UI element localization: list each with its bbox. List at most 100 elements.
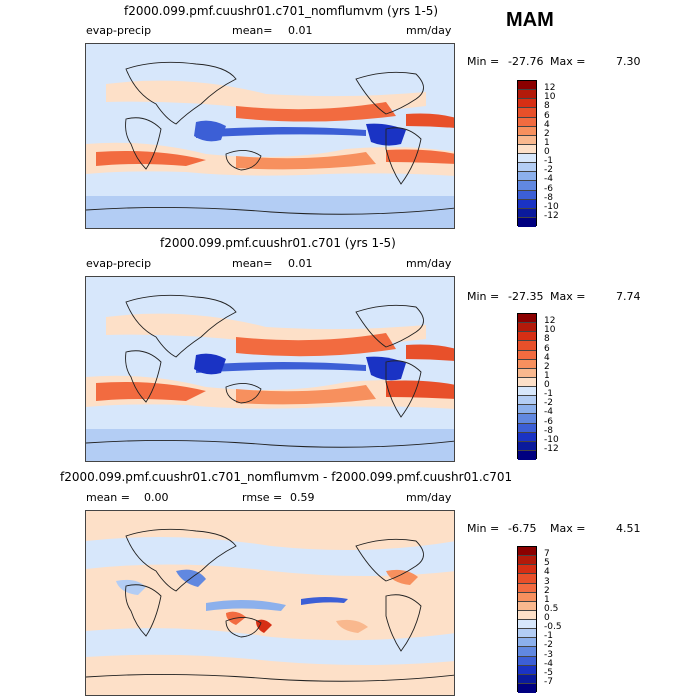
colorbar-swatch bbox=[518, 432, 536, 442]
colorbar-swatch bbox=[518, 377, 536, 387]
colorbar-tick-label: -3 bbox=[544, 649, 553, 660]
colorbar-tick-label: -4 bbox=[544, 174, 553, 185]
panel3-colorbar bbox=[517, 546, 537, 693]
colorbar-tick-label: 2 bbox=[544, 128, 550, 139]
panel1-colorbar bbox=[517, 80, 537, 227]
colorbar-tick-label: 3 bbox=[544, 576, 550, 587]
panel2-colorbar bbox=[517, 313, 537, 460]
panel3-min-value: -6.75 bbox=[508, 522, 537, 535]
panel1-max-label: Max = bbox=[550, 55, 586, 68]
colorbar-swatch bbox=[518, 683, 536, 693]
colorbar-swatch bbox=[518, 99, 536, 109]
panel1-units: mm/day bbox=[406, 24, 452, 37]
panel2-min-label: Min = bbox=[467, 290, 500, 303]
colorbar-tick-label: -8 bbox=[544, 192, 553, 203]
panel1-variable: evap-precip bbox=[86, 24, 152, 37]
colorbar-tick-label: -10 bbox=[544, 201, 559, 212]
panel1-map bbox=[85, 43, 455, 229]
colorbar-tick-label: 4 bbox=[544, 119, 550, 130]
panel2-min-value: -27.35 bbox=[508, 290, 544, 303]
colorbar-tick-label: -4 bbox=[544, 658, 553, 669]
colorbar-tick-label: 0.5 bbox=[544, 603, 559, 614]
colorbar-swatch bbox=[518, 314, 536, 324]
colorbar-tick-label: 0 bbox=[544, 147, 550, 157]
colorbar-swatch bbox=[518, 450, 536, 460]
colorbar-swatch bbox=[518, 556, 536, 566]
colorbar-tick-label: 2 bbox=[544, 585, 550, 596]
panel2-mean-value: 0.01 bbox=[288, 257, 313, 270]
panel1-min-label: Min = bbox=[467, 55, 500, 68]
colorbar-swatch bbox=[518, 217, 536, 227]
colorbar-swatch bbox=[518, 341, 536, 351]
colorbar-swatch bbox=[518, 674, 536, 684]
colorbar-tick-label: -2 bbox=[544, 640, 553, 651]
panel2-map bbox=[85, 276, 455, 462]
colorbar-tick-label: -1 bbox=[544, 156, 553, 167]
colorbar-swatch bbox=[518, 81, 536, 91]
colorbar-tick-label: -12 bbox=[544, 210, 559, 221]
colorbar-swatch bbox=[518, 665, 536, 675]
colorbar-tick-label: 8 bbox=[544, 101, 550, 112]
colorbar-swatch bbox=[518, 638, 536, 648]
colorbar-tick-label: -5 bbox=[544, 667, 553, 678]
colorbar-swatch bbox=[518, 441, 536, 451]
colorbar-tick-label: 1 bbox=[544, 137, 550, 148]
colorbar-swatch bbox=[518, 181, 536, 191]
colorbar-swatch bbox=[518, 359, 536, 369]
colorbar-tick-label: 0 bbox=[544, 613, 550, 623]
colorbar-swatch bbox=[518, 350, 536, 360]
panel1-mean-label: mean= bbox=[232, 24, 273, 37]
colorbar-swatch bbox=[518, 323, 536, 333]
colorbar-tick-label: 1 bbox=[544, 370, 550, 381]
panel2-units: mm/day bbox=[406, 257, 452, 270]
colorbar-tick-label: 10 bbox=[544, 92, 556, 103]
colorbar-swatch bbox=[518, 414, 536, 424]
colorbar-swatch bbox=[518, 126, 536, 136]
colorbar-tick-label: 0 bbox=[544, 380, 550, 390]
colorbar-tick-label: -4 bbox=[544, 407, 553, 418]
panel2-variable: evap-precip bbox=[86, 257, 152, 270]
panel3-units: mm/day bbox=[406, 491, 452, 504]
panel2-max-value: 7.74 bbox=[616, 290, 641, 303]
colorbar-swatch bbox=[518, 583, 536, 593]
panel2-title: f2000.099.pmf.cuushr01.c701 (yrs 1-5) bbox=[160, 236, 396, 250]
colorbar-swatch bbox=[518, 387, 536, 397]
panel3-min-label: Min = bbox=[467, 522, 500, 535]
colorbar-tick-label: -1 bbox=[544, 389, 553, 400]
colorbar-swatch bbox=[518, 154, 536, 164]
panel3-map bbox=[85, 510, 455, 696]
colorbar-tick-label: 4 bbox=[544, 352, 550, 363]
panel3-title: f2000.099.pmf.cuushr01.c701_nomflumvm - … bbox=[60, 470, 513, 484]
colorbar-swatch bbox=[518, 90, 536, 100]
colorbar-tick-label: -2 bbox=[544, 398, 553, 409]
season-label: MAM bbox=[506, 9, 554, 31]
colorbar-tick-label: -8 bbox=[544, 425, 553, 436]
colorbar-swatch bbox=[518, 592, 536, 602]
colorbar-tick-label: -6 bbox=[544, 416, 553, 427]
colorbar-tick-label: 1 bbox=[544, 594, 550, 605]
colorbar-swatch bbox=[518, 332, 536, 342]
colorbar-swatch bbox=[518, 647, 536, 657]
colorbar-tick-label: 6 bbox=[544, 110, 550, 121]
panel3-mean-value: 0.00 bbox=[144, 491, 169, 504]
colorbar-swatch bbox=[518, 620, 536, 630]
colorbar-tick-label: 12 bbox=[544, 316, 556, 327]
colorbar-tick-label: 5 bbox=[544, 558, 550, 569]
colorbar-swatch bbox=[518, 601, 536, 611]
colorbar-tick-label: 4 bbox=[544, 567, 550, 578]
panel1-title: f2000.099.pmf.cuushr01.c701_nomflumvm (y… bbox=[124, 4, 439, 18]
colorbar-swatch bbox=[518, 565, 536, 575]
panel3-rmse-label: rmse = bbox=[242, 491, 283, 504]
colorbar-swatch bbox=[518, 423, 536, 433]
panel2-max-label: Max = bbox=[550, 290, 586, 303]
colorbar-swatch bbox=[518, 117, 536, 127]
panel1-min-value: -27.76 bbox=[508, 55, 544, 68]
panel3-mean-label: mean = bbox=[86, 491, 130, 504]
panel2-mean-label: mean= bbox=[232, 257, 273, 270]
colorbar-swatch bbox=[518, 610, 536, 620]
colorbar-swatch bbox=[518, 208, 536, 218]
colorbar-swatch bbox=[518, 172, 536, 182]
colorbar-tick-label: -1 bbox=[544, 631, 553, 642]
colorbar-tick-label: 8 bbox=[544, 334, 550, 345]
colorbar-swatch bbox=[518, 144, 536, 154]
